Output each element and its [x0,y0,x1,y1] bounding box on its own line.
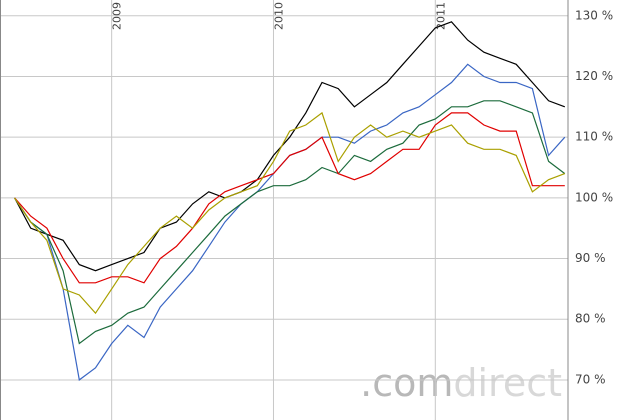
series-line [14,21,566,272]
watermark: .comdirect [360,361,562,405]
y-tick-label: 70 % [575,372,606,386]
watermark-prefix: .com [360,361,453,405]
y-tick-label: 110 % [575,130,613,144]
series-line [14,111,566,315]
y-tick-label: 130 % [575,8,613,22]
x-tick-label: 2009 [111,2,124,30]
watermark-suffix: direct [453,361,562,405]
series-line [14,100,566,345]
series-line [14,112,565,284]
y-tick-label: 120 % [575,69,613,83]
x-tick-label: 2011 [434,2,447,30]
y-tick-label: 90 % [575,251,606,265]
x-tick-label: 2010 [272,2,285,30]
y-tick-label: 80 % [575,312,606,326]
y-tick-label: 100 % [575,190,613,204]
